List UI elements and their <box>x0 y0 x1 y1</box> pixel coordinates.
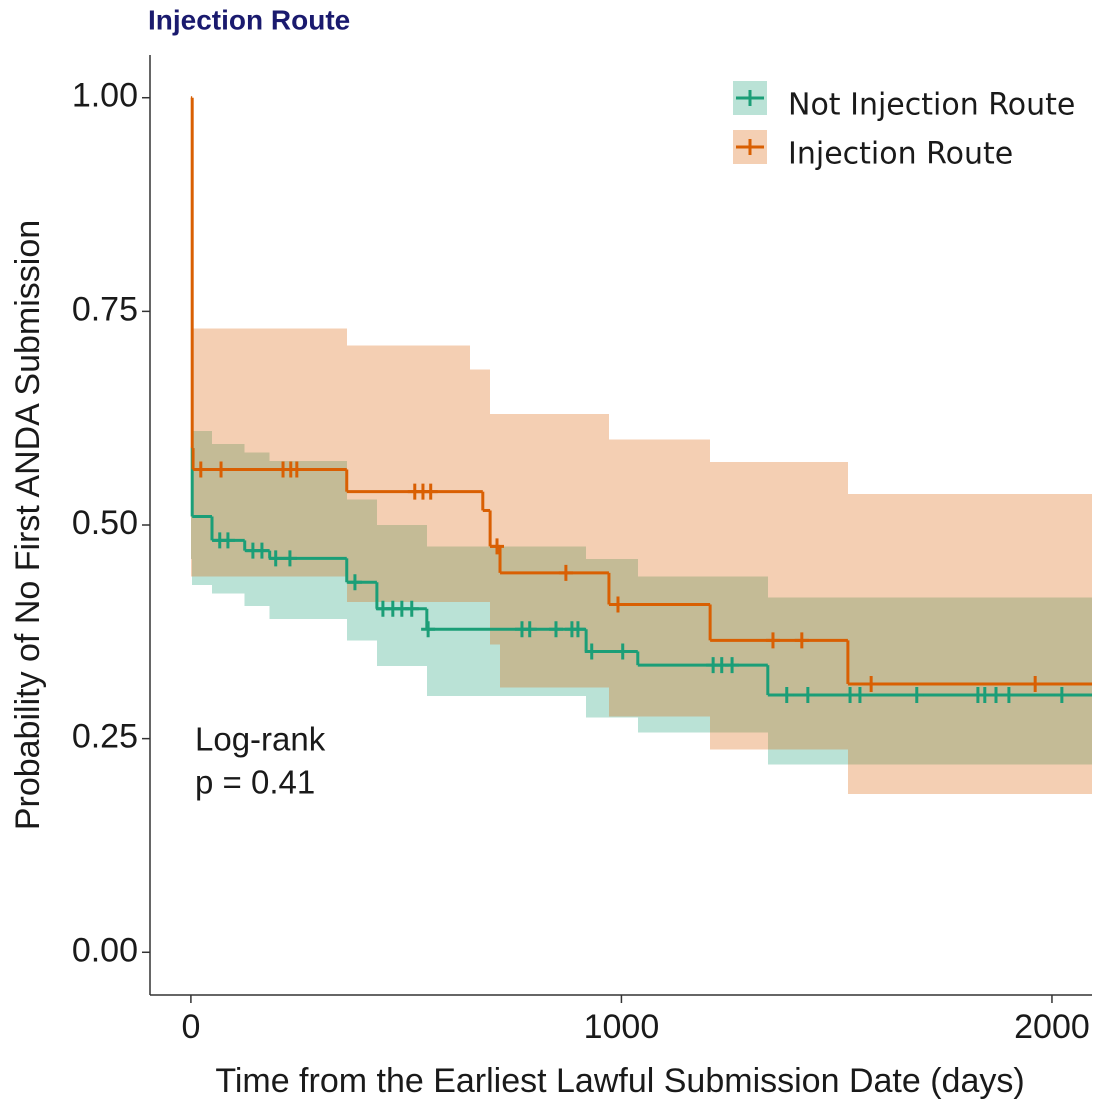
censor-mark <box>852 687 867 704</box>
censor-mark <box>1001 687 1016 704</box>
y-tick-label: 0.25 <box>72 718 138 756</box>
confidence-band <box>269 460 347 619</box>
censor-mark <box>988 687 1003 704</box>
x-tick-label: 1000 <box>584 1008 660 1046</box>
confidence-band <box>376 525 427 666</box>
annotation: p = 0.41 <box>195 764 315 801</box>
censor-mark <box>800 687 815 704</box>
annotation: Log-rank <box>195 721 326 758</box>
censor-mark <box>1028 675 1043 692</box>
confidence-band <box>469 369 491 602</box>
legend-label: Not Injection Route <box>788 88 1075 123</box>
censor-mark <box>193 461 208 478</box>
censor-mark <box>404 600 419 617</box>
censor-mark <box>765 632 780 649</box>
censor-mark <box>548 621 563 638</box>
censor-mark <box>725 657 740 674</box>
x-tick-label: 0 <box>181 1008 200 1046</box>
confidence-band <box>608 439 711 717</box>
censor-mark <box>610 596 625 613</box>
confidence-band <box>767 597 1092 765</box>
censor-mark <box>220 532 235 549</box>
censor-mark <box>421 621 436 638</box>
y-tick-label: 0.00 <box>72 931 138 969</box>
confidence-band <box>346 345 470 602</box>
censor-mark <box>794 632 809 649</box>
censor-mark <box>909 687 924 704</box>
censor-mark <box>522 621 537 638</box>
censor-mark <box>584 643 599 660</box>
confidence-band <box>490 413 501 645</box>
censor-mark <box>558 564 573 581</box>
confidence-band <box>586 559 638 718</box>
censor-mark <box>570 621 585 638</box>
censor-mark <box>423 483 438 500</box>
legend-label: Injection Route <box>788 137 1013 172</box>
confidence-band <box>500 413 609 688</box>
y-tick-label: 1.00 <box>72 77 138 115</box>
curves <box>190 96 1092 704</box>
censor-mark <box>1054 687 1069 704</box>
confidence-band <box>426 546 587 696</box>
confidence-band <box>637 576 768 733</box>
y-axis-title: Probability of No First ANDA Submission <box>9 220 47 830</box>
censor-mark <box>490 538 505 555</box>
confidence-band <box>847 494 1092 795</box>
x-tick-label: 2000 <box>1014 1008 1090 1046</box>
x-axis-title: Time from the Earliest Lawful Submission… <box>215 1062 1024 1100</box>
y-tick-label: 0.75 <box>72 290 138 328</box>
censor-mark <box>289 461 304 478</box>
confidence-band <box>346 499 377 641</box>
censor-mark <box>282 550 297 567</box>
censor-mark <box>254 542 269 559</box>
confidence-band <box>710 461 848 750</box>
chart-title: Injection Route <box>148 4 350 35</box>
confidence-band <box>244 452 270 607</box>
censor-mark <box>615 643 630 660</box>
censor-mark <box>268 550 283 567</box>
censor-mark <box>864 675 879 692</box>
bands <box>190 311 1092 795</box>
censor-mark <box>779 687 794 704</box>
censor-mark <box>214 461 229 478</box>
censor-mark <box>347 574 362 591</box>
y-tick-label: 0.50 <box>72 504 138 542</box>
